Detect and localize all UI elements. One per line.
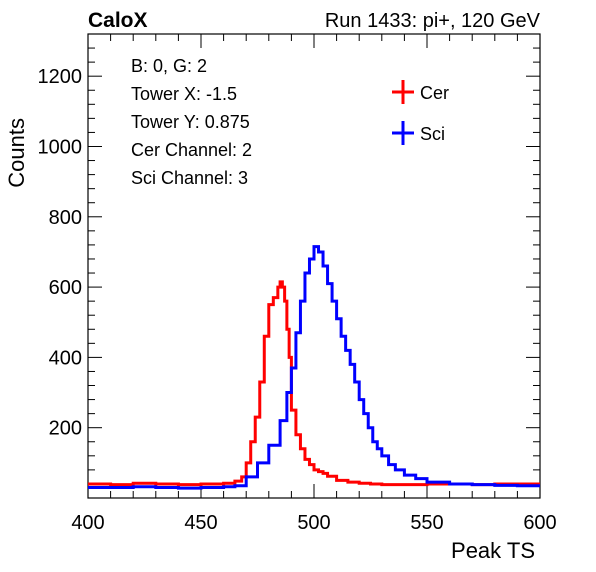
series-line-cer: [88, 280, 540, 487]
info-line: B: 0, G: 2: [131, 56, 207, 76]
y-tick-label: 1000: [38, 136, 83, 158]
info-line: Sci Channel: 3: [131, 168, 248, 188]
axis-tick-labels: 400 450 500 550 600 200 400 600 800 1000 1200: [38, 66, 557, 534]
info-line: Tower X: -1.5: [131, 84, 237, 104]
info-box: B: 0, G: 2 Tower X: -1.5 Tower Y: 0.875 …: [131, 56, 252, 188]
x-tick-label: 500: [297, 512, 330, 534]
x-tick-label: 450: [184, 512, 217, 534]
legend-label-cer: Cer: [420, 83, 449, 103]
info-line: Cer Channel: 2: [131, 140, 252, 160]
y-tick-label: 800: [49, 207, 82, 229]
legend-item-cer: Cer: [392, 80, 449, 104]
y-tick-label: 600: [49, 277, 82, 299]
x-tick-label: 400: [71, 512, 104, 534]
y-tick-label: 200: [49, 418, 82, 440]
x-tick-label: 550: [410, 512, 443, 534]
axis-ticks: [87, 33, 541, 498]
info-line: Tower Y: 0.875: [131, 112, 250, 132]
y-axis-label: Counts: [4, 118, 29, 188]
y-tick-label: 400: [49, 347, 82, 369]
x-axis-label: Peak TS: [451, 538, 535, 563]
y-tick-label: 1200: [38, 66, 83, 88]
chart-title-left: CaloX: [88, 9, 148, 32]
legend-item-sci: Sci: [392, 121, 445, 145]
series-group: [88, 245, 540, 490]
x-tick-label: 600: [523, 512, 556, 534]
legend-label-sci: Sci: [420, 124, 445, 144]
series-line-sci: [88, 245, 540, 490]
legend: Cer Sci: [392, 80, 449, 145]
chart-title-right: Run 1433: pi+, 120 GeV: [325, 10, 541, 32]
